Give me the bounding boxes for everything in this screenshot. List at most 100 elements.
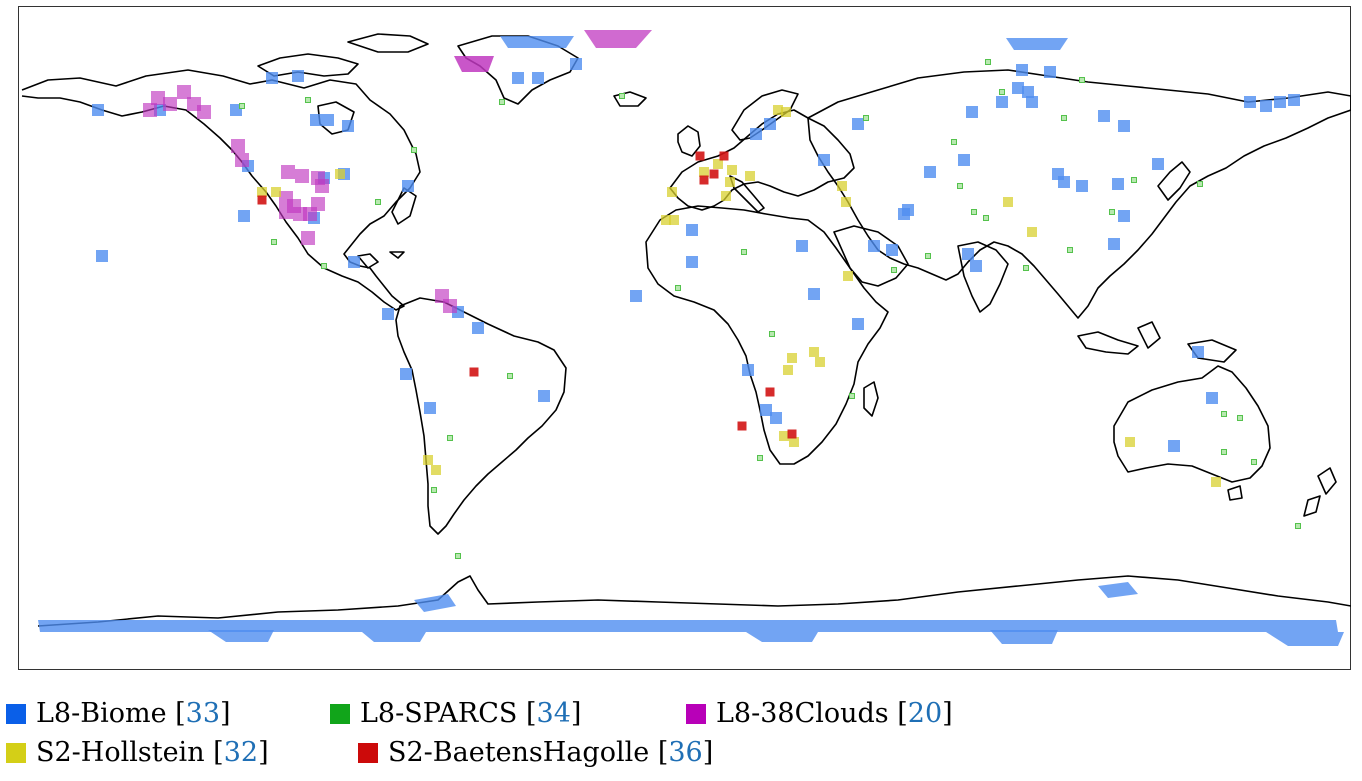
legend-item-s2-hollstein: S2-Hollstein [32] bbox=[6, 737, 269, 768]
footprint-s2-hollstein bbox=[667, 187, 677, 197]
footprint-l8-biome bbox=[342, 120, 354, 132]
footprint-l8-biome bbox=[1288, 94, 1300, 106]
footprint-l8-biome bbox=[1098, 582, 1138, 598]
footprint-l8-sparcs bbox=[757, 455, 763, 461]
footprint-l8-38clouds bbox=[197, 105, 211, 119]
coastline-florida bbox=[391, 187, 417, 225]
footprint-l8-38clouds bbox=[454, 56, 494, 72]
footprint-l8-biome bbox=[630, 290, 642, 302]
footprint-l8-biome bbox=[686, 256, 698, 268]
legend-ref-l8-38clouds[interactable]: 20 bbox=[907, 698, 943, 729]
legend-item-l8-38clouds: L8-38Clouds [20] bbox=[686, 698, 953, 729]
footprint-s2-baetens bbox=[765, 387, 775, 397]
footprint-l8-biome bbox=[796, 240, 808, 252]
legend-ref-l8-sparcs[interactable]: 34 bbox=[536, 698, 571, 729]
footprint-l8-biome bbox=[868, 240, 880, 252]
footprint-s2-hollstein bbox=[1211, 477, 1221, 487]
coastline-antarctica bbox=[37, 575, 1351, 627]
legend-label-l8-sparcs: L8-SPARCS bbox=[360, 698, 518, 729]
coastline-new-zealand bbox=[1303, 467, 1337, 517]
footprint-l8-38clouds bbox=[584, 30, 652, 48]
footprint-l8-biome bbox=[1026, 96, 1038, 108]
footprint-l8-biome bbox=[1112, 178, 1124, 190]
legend-swatch-l8-biome bbox=[6, 703, 26, 724]
footprint-s2-hollstein bbox=[335, 169, 345, 179]
legend-label-s2-hollstein: S2-Hollstein bbox=[36, 737, 205, 768]
footprint-l8-biome bbox=[760, 404, 772, 416]
footprint-l8-biome bbox=[1118, 210, 1130, 222]
coastline-africa bbox=[645, 205, 889, 465]
footprint-l8-biome bbox=[966, 106, 978, 118]
footprint-l8-biome bbox=[96, 250, 108, 262]
footprint-l8-biome bbox=[1266, 632, 1344, 646]
footprint-s2-hollstein bbox=[779, 431, 789, 441]
footprint-l8-biome bbox=[1022, 86, 1034, 98]
coastline-australia bbox=[1113, 365, 1271, 483]
footprint-l8-biome bbox=[1012, 82, 1024, 94]
footprint-l8-38clouds bbox=[295, 169, 309, 183]
coastline-arabia bbox=[833, 225, 909, 287]
coastline-japan bbox=[1157, 161, 1191, 201]
footprint-l8-38clouds bbox=[235, 153, 249, 167]
footprint-s2-hollstein bbox=[431, 465, 441, 475]
footprint-l8-biome bbox=[38, 620, 1338, 632]
footprint-l8-biome bbox=[808, 288, 820, 300]
footprint-l8-sparcs bbox=[271, 239, 277, 245]
dataset-footprints bbox=[38, 30, 1344, 646]
footprint-s2-baetens bbox=[257, 195, 267, 205]
legend-ref-s2-baetenshagolle[interactable]: 36 bbox=[668, 737, 703, 768]
footprint-s2-hollstein bbox=[257, 187, 267, 197]
footprint-l8-biome bbox=[1016, 64, 1028, 76]
footprint-l8-biome bbox=[362, 632, 426, 642]
footprint-l8-sparcs bbox=[431, 487, 437, 493]
footprint-l8-biome bbox=[348, 256, 360, 268]
footprint-l8-38clouds bbox=[151, 91, 165, 105]
legend-ref-l8-biome[interactable]: 33 bbox=[185, 698, 221, 729]
footprint-l8-biome bbox=[266, 72, 278, 84]
footprint-l8-sparcs bbox=[741, 249, 747, 255]
legend-label-s2-baetenshagolle: S2-BaetensHagolle bbox=[388, 737, 650, 768]
coastline-south-america bbox=[395, 297, 567, 535]
footprint-l8-38clouds bbox=[281, 165, 295, 179]
footprint-l8-sparcs bbox=[1237, 415, 1243, 421]
footprint-l8-sparcs bbox=[411, 147, 417, 153]
footprint-s2-baetens bbox=[737, 421, 747, 431]
footprint-l8-biome bbox=[1152, 158, 1164, 170]
footprint-l8-biome bbox=[1168, 440, 1180, 452]
footprint-s2-baetens bbox=[719, 151, 729, 161]
footprint-l8-38clouds bbox=[279, 205, 293, 219]
coastline-arctic-islands bbox=[257, 33, 429, 77]
footprint-l8-biome bbox=[292, 70, 304, 82]
footprint-l8-38clouds bbox=[301, 231, 315, 245]
legend-swatch-s2-baetenshagolle bbox=[358, 742, 378, 763]
footprint-l8-sparcs bbox=[1067, 247, 1073, 253]
footprint-s2-hollstein bbox=[837, 181, 847, 191]
footprint-l8-sparcs bbox=[1221, 411, 1227, 417]
footprint-s2-hollstein bbox=[841, 197, 851, 207]
footprint-l8-sparcs bbox=[1023, 265, 1029, 271]
footprint-s2-baetens bbox=[469, 367, 479, 377]
footprint-l8-sparcs bbox=[1251, 459, 1257, 465]
legend-swatch-l8-sparcs bbox=[330, 703, 350, 724]
coastline-caribbean bbox=[357, 251, 405, 269]
footprint-l8-biome bbox=[570, 58, 582, 70]
footprint-l8-biome bbox=[962, 248, 974, 260]
footprint-l8-biome bbox=[970, 260, 982, 272]
footprint-s2-hollstein bbox=[789, 437, 799, 447]
footprint-s2-baetens bbox=[699, 175, 709, 185]
footprint-l8-biome bbox=[764, 118, 776, 130]
legend-swatch-s2-hollstein bbox=[6, 742, 26, 763]
legend-swatch-l8-38clouds bbox=[686, 703, 706, 724]
footprint-l8-biome bbox=[322, 114, 334, 126]
coastline-italy bbox=[729, 175, 765, 213]
legend-label-l8-38clouds: L8-38Clouds bbox=[716, 698, 889, 729]
footprint-l8-sparcs bbox=[675, 285, 681, 291]
legend-ref-s2-hollstein[interactable]: 32 bbox=[223, 737, 259, 768]
footprint-s2-hollstein bbox=[809, 347, 819, 357]
footprint-l8-biome bbox=[472, 322, 484, 334]
coastline-iceland bbox=[613, 91, 647, 107]
footprint-l8-sparcs bbox=[619, 93, 625, 99]
footprint-l8-sparcs bbox=[985, 59, 991, 65]
footprint-s2-hollstein bbox=[423, 455, 433, 465]
coastline-madagascar bbox=[863, 381, 879, 417]
